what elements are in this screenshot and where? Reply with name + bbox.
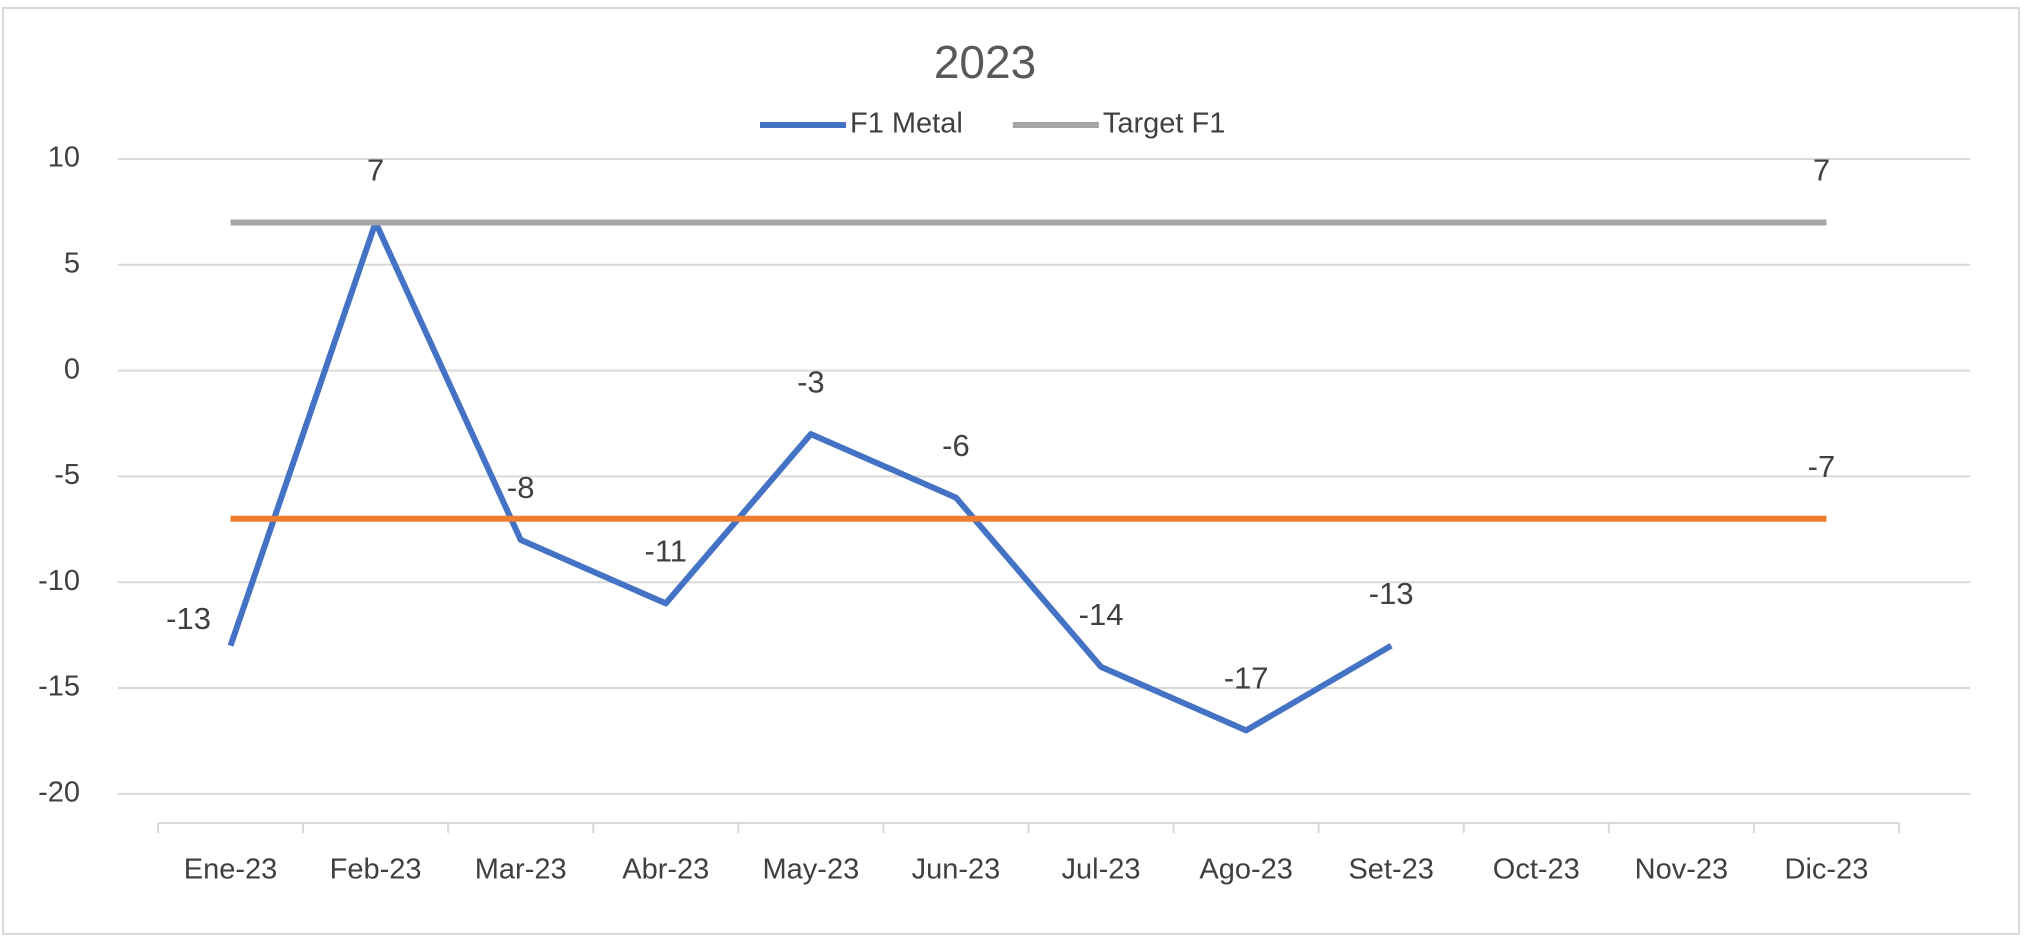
series-line [227, 219, 1393, 734]
x-tick-label: Mar-23 [475, 854, 567, 886]
x-tick-label: May-23 [763, 854, 860, 886]
data-label: -6 [942, 428, 970, 463]
x-tick-label: Ene-23 [184, 854, 278, 886]
x-tick-label: Jul-23 [1062, 854, 1141, 886]
x-tick-label: Feb-23 [330, 854, 422, 886]
y-tick-label: -10 [38, 565, 80, 597]
x-tick-label: Oct-23 [1493, 854, 1580, 886]
x-tick-label: Jun-23 [912, 854, 1001, 886]
data-label: -17 [1224, 661, 1269, 696]
x-tick-label: Ago-23 [1199, 854, 1293, 886]
data-label: 7 [367, 153, 384, 188]
x-tick-label: Set-23 [1348, 854, 1433, 886]
x-tick-label: Dic-23 [1785, 854, 1869, 886]
y-tick-label: 5 [64, 247, 80, 279]
legend-label: F1 Metal [850, 108, 963, 140]
data-label: -11 [645, 534, 688, 569]
x-tick-label: Abr-23 [622, 854, 709, 886]
data-label: -7 [1808, 449, 1836, 484]
y-tick-label: -20 [38, 776, 80, 808]
legend-label: Target F1 [1103, 108, 1226, 140]
data-label: -8 [507, 470, 535, 505]
data-label: -13 [166, 601, 211, 636]
y-tick-label: 10 [48, 142, 80, 174]
data-label: -14 [1079, 597, 1124, 632]
chart-border [2, 7, 2020, 935]
data-label: -3 [797, 364, 825, 399]
x-tick-label: Nov-23 [1635, 854, 1729, 886]
data-label: 7 [1813, 153, 1830, 188]
chart-title: 2023 [934, 36, 1036, 88]
data-label: -13 [1369, 576, 1414, 611]
y-tick-label: -5 [54, 459, 80, 491]
y-tick-label: -15 [38, 671, 80, 703]
y-tick-label: 0 [64, 353, 80, 385]
